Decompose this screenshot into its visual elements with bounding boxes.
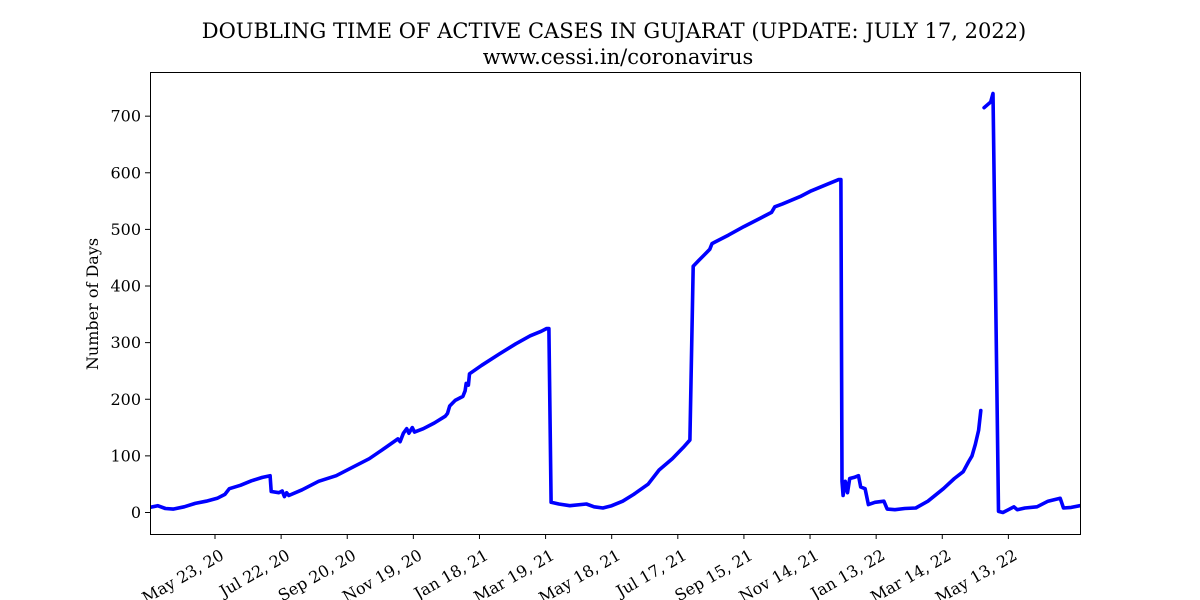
y-tick-label: 600 (110, 163, 141, 182)
y-tick-label: 300 (110, 333, 141, 352)
plot-frame (150, 72, 1081, 535)
x-tick-label: May 23, 20 (139, 545, 227, 600)
y-tick-label: 500 (110, 220, 141, 239)
y-tick-label: 200 (110, 390, 141, 409)
y-axis-label: Number of Days (83, 238, 102, 370)
y-tick-label: 400 (110, 277, 141, 296)
series-line (150, 177, 983, 512)
chart-title: DOUBLING TIME OF ACTIVE CASES IN GUJARAT… (202, 19, 1027, 43)
chart-subtitle: www.cessi.in/coronavirus (483, 45, 754, 69)
y-tick-label: 0 (131, 503, 141, 522)
y-axis: 0 100 200 300 400 500 600 700 (110, 107, 150, 522)
y-tick-label: 100 (110, 446, 141, 465)
y-tick-label: 700 (110, 107, 141, 126)
series-line (982, 91, 1080, 515)
plot-area (150, 91, 1080, 515)
